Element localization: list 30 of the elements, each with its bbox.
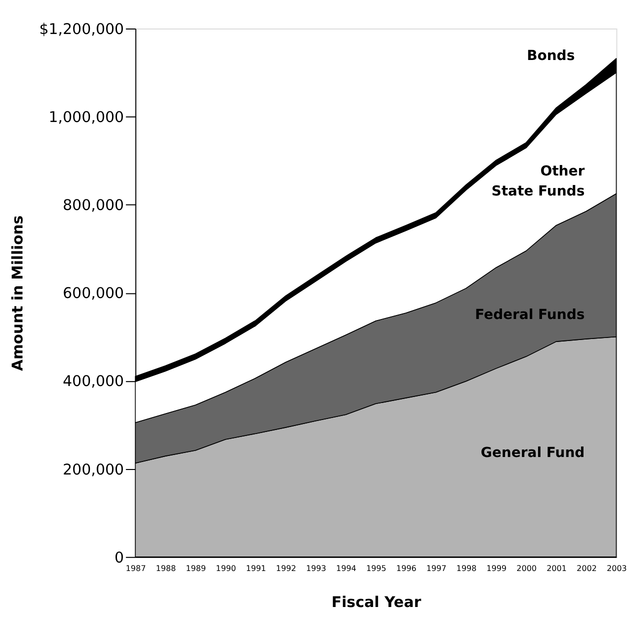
x-tick-label: 1998 [456, 564, 477, 574]
y-tick-label: 600,000 [62, 285, 124, 302]
series-label: Bonds [526, 48, 575, 64]
x-tick-label: 1987 [126, 564, 146, 574]
x-tick-label: 1990 [216, 564, 236, 574]
x-tick-label: 1999 [486, 564, 507, 574]
x-tick-label: 2001 [546, 564, 567, 574]
series-label: General Fund [480, 445, 585, 462]
x-tick-label: 2003 [606, 564, 627, 574]
x-tick-label: 2000 [516, 564, 537, 574]
y-axis-title: Amount in Millions [9, 215, 26, 372]
x-tick-label: 1988 [156, 564, 176, 574]
y-tick-label: 200,000 [62, 461, 124, 478]
series-label: Federal Funds [474, 306, 585, 323]
x-tick-label: 1996 [396, 564, 416, 574]
x-tick-label: 1997 [426, 564, 446, 574]
x-tick-label: 1989 [186, 564, 206, 574]
y-tick-label: 400,000 [62, 373, 124, 390]
x-tick-label: 1994 [336, 564, 356, 574]
series-label: Other State Funds [491, 164, 585, 200]
x-tick-label: 1992 [276, 564, 296, 574]
x-tick-label: 1995 [366, 564, 386, 574]
x-axis-title: Fiscal Year [331, 594, 422, 611]
x-tick-label: 1991 [246, 564, 266, 574]
y-tick-label: $1,200,000 [39, 20, 124, 38]
x-tick-label: 2002 [576, 564, 597, 574]
y-tick-label: 800,000 [62, 197, 124, 214]
y-tick-label: 0 [114, 549, 124, 566]
y-tick-label: 1,000,000 [48, 109, 124, 126]
x-tick-label: 1993 [306, 564, 326, 574]
